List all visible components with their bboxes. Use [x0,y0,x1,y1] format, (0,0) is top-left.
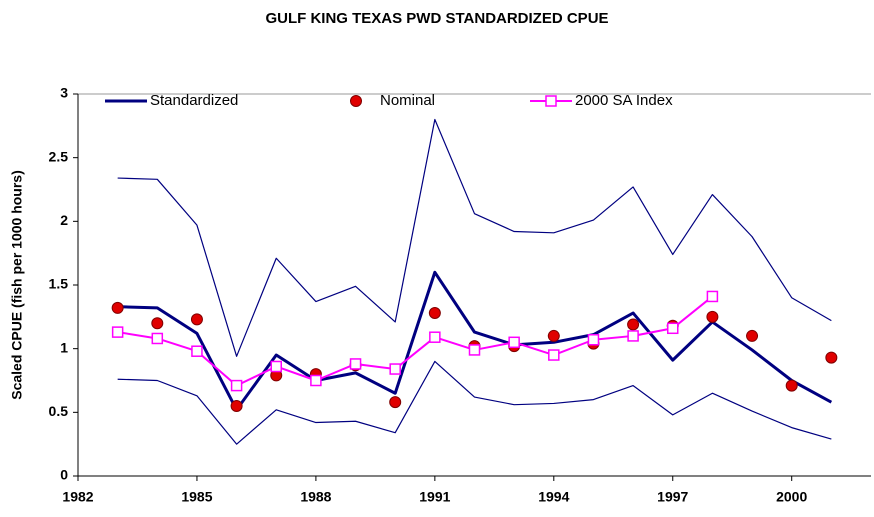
marker [627,330,639,342]
x-tick-label: 1991 [419,489,450,505]
legend-marker [545,95,557,107]
y-axis-title: Scaled CPUE (fish per 1000 hours) [9,170,25,400]
legend-label: Standardized [150,92,238,109]
marker [547,329,560,342]
x-tick-label: 1997 [657,489,688,505]
legend-label: 2000 SA Index [575,92,673,109]
marker [111,326,124,338]
marker [389,396,402,409]
marker [270,360,282,373]
legend-label: Nominal [380,92,435,109]
y-tick-label: 1.5 [49,276,69,292]
marker [310,374,322,387]
marker [191,345,203,357]
marker [151,317,164,330]
y-tick-label: 2 [60,212,68,228]
y-tick-label: 3 [60,85,68,101]
x-tick-label: 2000 [776,489,807,505]
marker [627,318,640,331]
x-tick-label: 1988 [300,489,331,505]
marker [587,334,600,346]
marker [667,322,679,335]
marker [825,351,838,364]
x-tick-label: 1985 [181,489,212,505]
marker [468,344,481,356]
x-tick-label: 1982 [62,489,93,505]
y-tick-label: 0 [60,467,68,483]
marker [785,379,798,392]
marker [349,358,362,370]
x-tick-label: 1994 [538,489,569,505]
marker [389,363,401,375]
marker [428,307,441,320]
chart-title: GULF KING TEXAS PWD STANDARDIZED CPUE [265,10,608,27]
marker [111,301,124,314]
y-tick-label: 1 [60,339,68,355]
marker [508,336,520,349]
series-line [117,118,832,357]
marker [706,310,719,323]
y-tick-label: 0.5 [49,403,69,419]
marker [706,290,719,303]
series-line [117,295,714,387]
marker [190,313,203,326]
y-tick-label: 2.5 [49,148,69,164]
marker [548,349,560,361]
marker [746,329,759,342]
marker [429,331,441,343]
marker [230,399,243,412]
legend-marker [350,95,362,107]
marker [230,379,243,392]
series-line [117,360,832,445]
marker [151,332,164,345]
